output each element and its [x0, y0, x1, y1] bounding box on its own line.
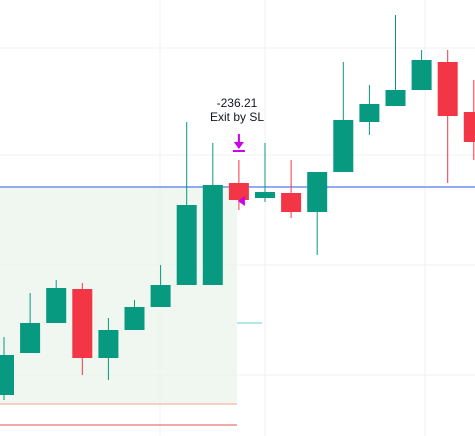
candle-body — [385, 90, 406, 106]
trade-pnl: -236.21 — [217, 96, 258, 110]
candle-body — [20, 323, 41, 353]
candle-body — [72, 289, 93, 358]
candle-body — [437, 62, 458, 116]
exit-arrow-head — [233, 142, 244, 149]
candle-body — [307, 172, 328, 212]
candle-body — [333, 120, 354, 172]
candle-body — [228, 183, 249, 200]
candle-body — [176, 205, 197, 285]
candle-body — [98, 330, 119, 358]
candle-body — [411, 60, 432, 90]
candle-body — [359, 104, 380, 122]
candle-body — [0, 355, 14, 395]
candle-body — [281, 193, 302, 212]
exit-point — [237, 196, 245, 206]
candle-body — [255, 192, 275, 198]
trade-zone — [0, 187, 237, 404]
candle-body — [46, 288, 67, 323]
candle-body — [150, 285, 171, 307]
candle-body — [124, 307, 145, 330]
candle-body — [463, 112, 475, 142]
candle-body — [202, 185, 223, 285]
trade-exit-label: Exit by SL — [210, 110, 264, 124]
